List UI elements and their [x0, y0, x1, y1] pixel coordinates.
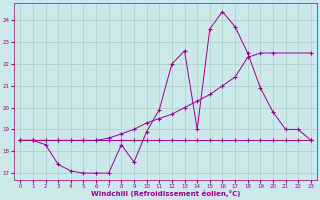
X-axis label: Windchill (Refroidissement éolien,°C): Windchill (Refroidissement éolien,°C) — [91, 190, 240, 197]
